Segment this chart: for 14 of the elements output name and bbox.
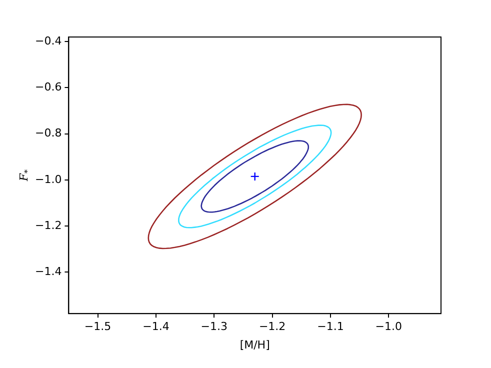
y-tick-label: −1.4: [34, 264, 62, 278]
y-tick-label: −0.8: [34, 126, 62, 140]
y-tick-label: −0.6: [34, 80, 62, 94]
x-tick-label: −1.0: [375, 320, 402, 334]
x-tick-label: −1.2: [258, 320, 286, 334]
y-axis-title: F*: [18, 169, 32, 182]
x-tick-label: −1.3: [200, 320, 228, 334]
y-tick-label: −0.4: [34, 34, 62, 48]
x-axis-title: [M/H]: [240, 338, 270, 352]
x-tick-label: −1.5: [84, 320, 112, 334]
y-tick-label: −1.2: [34, 218, 62, 232]
x-tick-label: −1.4: [142, 320, 170, 334]
y-tick-label: −1.0: [34, 172, 62, 186]
x-tick-label: −1.1: [317, 320, 344, 334]
